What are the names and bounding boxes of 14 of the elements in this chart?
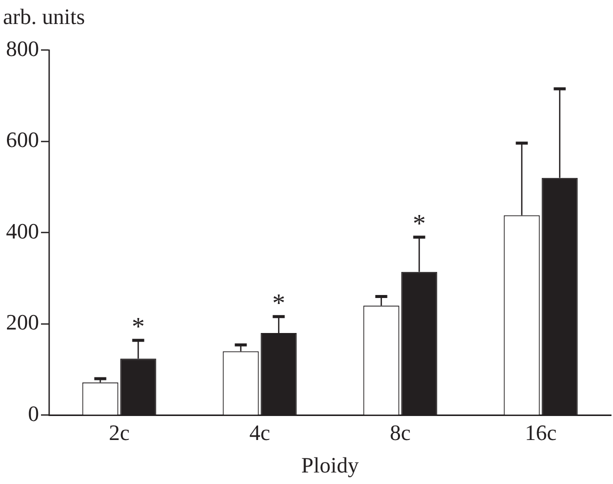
y-tick-label: 0 [28, 400, 39, 426]
x-tick-label: 8c [390, 420, 411, 446]
y-axis-title: arb. units [3, 4, 85, 29]
annotation: * [412, 208, 426, 238]
y-tick-label: 800 [6, 36, 39, 61]
x-tick-label: 16c [524, 420, 557, 446]
y-tick-label: 400 [6, 218, 39, 244]
x-axis-title: Ploidy [301, 452, 359, 478]
x-tick-label: 2c [108, 420, 130, 446]
annotation: * [272, 288, 286, 318]
x-tick-label: 4c [249, 420, 270, 446]
y-tick-label: 200 [6, 310, 39, 335]
annotation: * [132, 312, 145, 342]
y-tick-label: 600 [6, 127, 39, 152]
